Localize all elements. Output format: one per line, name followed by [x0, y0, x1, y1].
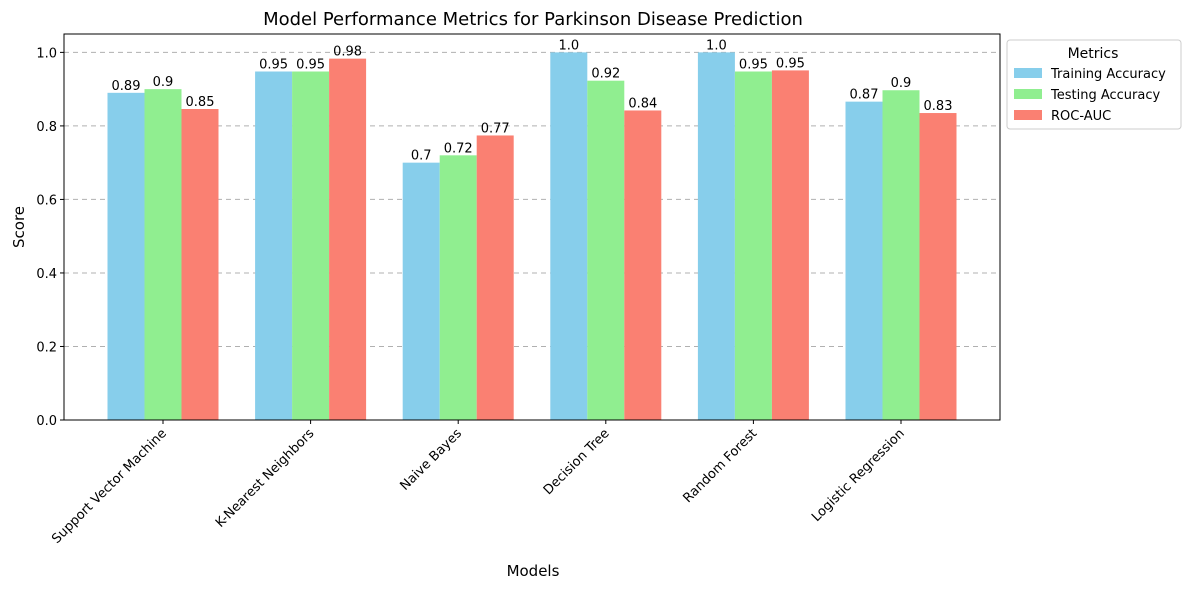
data-label: 0.98	[333, 45, 362, 60]
data-label: 0.95	[259, 57, 288, 72]
bar-testing-accuracy-3	[587, 80, 625, 420]
bars	[107, 52, 957, 421]
x-tick-label: Support Vector Machine	[49, 426, 170, 547]
data-label: 0.92	[591, 67, 620, 82]
legend-frame	[1006, 39, 1182, 130]
legend-label: Training Accuracy	[1050, 67, 1166, 82]
data-label: 0.87	[850, 88, 879, 103]
data-label: 0.95	[739, 57, 768, 72]
bar-training-accuracy-4	[697, 52, 735, 420]
bar-training-accuracy-1	[255, 71, 293, 421]
x-tick-label: Random Forest	[680, 426, 760, 506]
data-label: 0.95	[296, 57, 325, 72]
data-label: 0.72	[444, 141, 473, 156]
x-tick-label: Logistic Regression	[809, 426, 908, 525]
plot-frame	[63, 33, 1001, 421]
bar-training-accuracy-3	[550, 52, 588, 420]
bar-roc-auc-0	[181, 108, 219, 420]
y-tick-label: 1.0	[36, 46, 57, 61]
data-label: 0.84	[628, 96, 657, 111]
bar-roc-auc-4	[771, 70, 809, 420]
y-tick-label: 0.6	[36, 193, 57, 208]
x-tick-label: Decision Tree	[541, 426, 613, 498]
x-tick-label: Naive Bayes	[398, 426, 466, 494]
data-label: 1.0	[706, 38, 727, 53]
x-axis-label: Models	[507, 562, 560, 580]
y-axis-label: Score	[10, 206, 28, 248]
legend-label: ROC-AUC	[1051, 109, 1111, 124]
bar-testing-accuracy-0	[144, 89, 182, 421]
legend-title: Metrics	[1068, 46, 1119, 62]
data-label: 0.89	[112, 79, 141, 94]
data-label: 0.7	[411, 149, 432, 164]
y-axis: 0.0 0.2 0.4 0.6 0.8 1.0	[36, 46, 64, 429]
bar-testing-accuracy-1	[292, 71, 330, 421]
data-label: 1.0	[558, 38, 579, 53]
y-tick-label: 0.8	[36, 120, 57, 135]
legend-swatch	[1014, 110, 1042, 120]
bar-roc-auc-3	[624, 110, 662, 421]
bar-training-accuracy-2	[402, 162, 440, 420]
x-tick-label: K-Nearest Neighbors	[213, 426, 318, 531]
bar-roc-auc-2	[476, 135, 514, 420]
data-label: 0.9	[153, 75, 174, 90]
legend-swatch	[1014, 89, 1042, 99]
legend-swatch	[1014, 68, 1042, 78]
bar-roc-auc-1	[329, 58, 367, 420]
bar-training-accuracy-5	[845, 101, 883, 420]
legend: Metrics Training Accuracy Testing Accurac…	[1006, 39, 1182, 130]
data-label: 0.9	[891, 76, 912, 91]
x-axis: Support Vector Machine K-Nearest Neighbor…	[49, 420, 908, 547]
y-tick-label: 0.2	[36, 340, 57, 355]
data-label: 0.77	[481, 121, 510, 136]
bar-roc-auc-5	[919, 113, 957, 421]
y-tick-label: 0.0	[36, 414, 57, 429]
grid-lines	[64, 51, 1000, 347]
data-label: 0.83	[924, 99, 953, 114]
chart-title: Model Performance Metrics for Parkinson …	[263, 9, 803, 30]
bar-testing-accuracy-2	[439, 155, 477, 421]
bar-training-accuracy-0	[107, 92, 145, 421]
data-label: 0.95	[776, 56, 805, 71]
data-labels: 0.89 0.9 0.85 0.95 0.95 0.98 0.7 0.72 0.77 1.0 0.9…	[112, 38, 953, 163]
legend-label: Testing Accuracy	[1050, 88, 1160, 103]
bar-testing-accuracy-4	[734, 71, 772, 421]
y-tick-label: 0.4	[36, 267, 57, 282]
bar-testing-accuracy-5	[882, 90, 920, 420]
data-label: 0.85	[186, 95, 215, 110]
